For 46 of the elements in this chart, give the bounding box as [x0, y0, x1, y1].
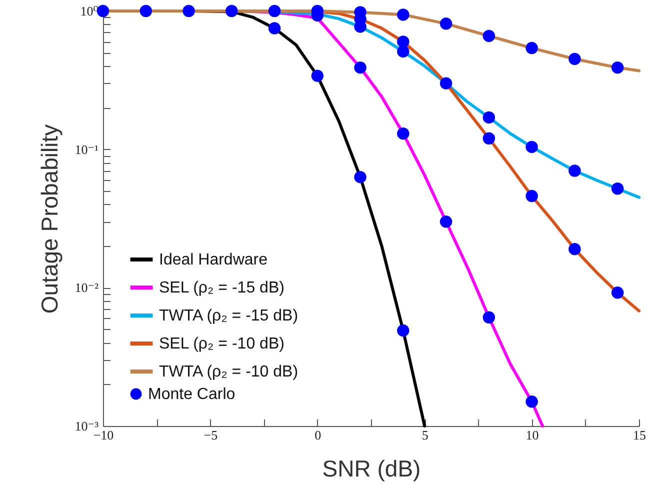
legend-label: TWTA (ρ₂ = -10 dB) [159, 364, 298, 380]
x-tick-label: 15 [633, 428, 646, 442]
point [526, 42, 538, 54]
y-tick-label: 10⁻² [74, 280, 99, 296]
point [526, 140, 538, 154]
point [268, 4, 281, 18]
legend-label: Ideal Hardware [159, 252, 268, 268]
point [182, 4, 195, 18]
x-tick-label: 10 [526, 428, 539, 442]
point [397, 324, 410, 337]
point [440, 77, 452, 90]
legend-label: TWTA (ρ₂ = -15 dB) [159, 308, 298, 324]
point [96, 4, 110, 18]
y-axis-title: Outage Probability [36, 124, 63, 314]
point [482, 30, 496, 42]
point [526, 190, 538, 202]
point [440, 216, 452, 228]
y-tick-label: 10⁻¹ [74, 142, 99, 157]
y-tick-label: 10⁰ [80, 4, 98, 18]
point [397, 8, 410, 21]
point [611, 286, 624, 299]
point [268, 22, 281, 34]
x-axis-title: SNR (dB) [322, 456, 421, 482]
point [482, 311, 496, 324]
legend-label: SEL (ρ₂ = -15 dB) [159, 280, 284, 296]
point [568, 242, 581, 256]
point [611, 61, 624, 74]
point [482, 111, 496, 124]
point [482, 132, 496, 144]
point [140, 4, 152, 18]
point [354, 170, 366, 184]
point [611, 182, 624, 195]
legend-label: Monte Carlo [148, 386, 236, 403]
point [526, 396, 538, 408]
point [568, 52, 581, 66]
point [397, 36, 410, 48]
point [440, 18, 452, 30]
x-tick-label: 0 [314, 428, 322, 442]
point [568, 164, 581, 177]
point [397, 127, 410, 140]
legend-label: SEL (ρ₂ = -10 dB) [159, 336, 284, 352]
point [354, 61, 366, 74]
point [226, 4, 238, 18]
x-tick-label: −5 [204, 428, 218, 442]
x-tick-label: 5 [422, 428, 428, 442]
point [311, 70, 324, 82]
